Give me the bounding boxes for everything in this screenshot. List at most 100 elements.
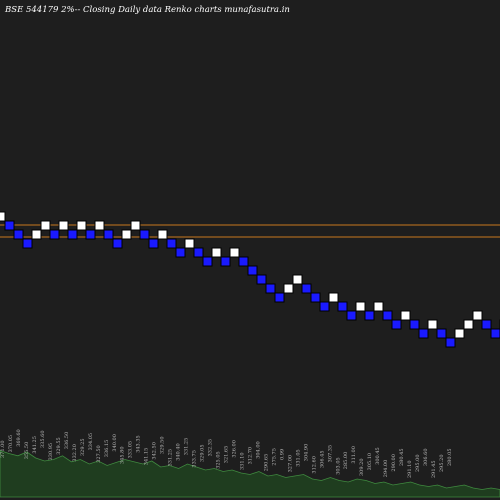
chart-title: BSE 544179 2%-- Closing Daily data Renko… (4, 5, 290, 15)
renko-brick-up (292, 274, 303, 285)
renko-brick-down (13, 229, 24, 240)
price-label: 355.50 (24, 442, 30, 460)
price-label: 309.20 (359, 459, 365, 477)
price-label: 295.20 (439, 455, 445, 473)
price-label: 332.35 (208, 439, 214, 457)
renko-brick-up (454, 328, 465, 339)
price-label: 370.05 (8, 435, 14, 453)
renko-brick-down (112, 238, 123, 249)
price-label: 342.50 (152, 442, 158, 460)
renko-brick-down (346, 310, 357, 321)
renko-brick-up (355, 301, 366, 312)
price-label: 325.05 (216, 451, 222, 469)
renko-brick-down (148, 238, 159, 249)
price-label: 300.45 (375, 447, 381, 465)
renko-brick-down (391, 319, 402, 330)
renko-brick-up (373, 301, 384, 312)
renko-brick-down (247, 265, 258, 276)
price-label: 330.95 (48, 443, 54, 461)
price-label: 329.50 (160, 437, 166, 455)
renko-brick-down (445, 337, 456, 348)
price-label: 334.05 (88, 433, 94, 451)
renko-brick-up (0, 211, 6, 222)
renko-brick-up (130, 220, 141, 231)
volume-series (0, 450, 500, 498)
price-label: 285.00 (343, 452, 349, 470)
volume-area (0, 450, 500, 498)
renko-brick-down (364, 310, 375, 321)
renko-brick-up (229, 247, 240, 258)
renko-brick-up (121, 229, 132, 240)
price-label: 280.45 (399, 449, 405, 467)
renko-brick-down (166, 238, 177, 249)
price-label: 304.00 (255, 441, 261, 459)
price-label: 335.60 (40, 431, 46, 449)
renko-brick-down (175, 247, 186, 258)
price-label: 326.00 (232, 440, 238, 458)
renko-brick-down (193, 247, 204, 258)
price-label: 306.45 (319, 451, 325, 469)
renko-brick-down (418, 328, 429, 339)
renko-brick-down (310, 292, 321, 303)
price-label: 336.50 (64, 432, 70, 450)
price-label: 341.15 (144, 448, 150, 466)
price-label: 305.10 (367, 453, 373, 471)
renko-brick-down (256, 274, 267, 285)
renko-brick-up (400, 310, 411, 321)
price-label: 312.70 (248, 447, 254, 465)
price-label: 295.00 (415, 455, 421, 473)
renko-brick-up (157, 229, 168, 240)
price-label: 333.05 (128, 441, 134, 459)
renko-brick-down (382, 310, 393, 321)
price-label: 329.05 (200, 445, 206, 463)
price-label: 369.60 (16, 429, 22, 447)
renko-brick-down (436, 328, 447, 339)
price-label: 290.00 (391, 454, 397, 472)
price-label: 290.65 (263, 454, 269, 472)
price-label: 336.15 (104, 440, 110, 458)
renko-brick-up (328, 292, 339, 303)
price-label: 341.25 (32, 436, 38, 454)
price-label: 329.55 (56, 437, 62, 455)
price-label: 340.40 (176, 443, 182, 461)
renko-brick-up (40, 220, 51, 231)
renko-brick-down (409, 319, 420, 330)
price-label: 303.05 (335, 457, 341, 475)
renko-brick-down (274, 292, 285, 303)
renko-brick-up (58, 220, 69, 231)
price-label: 332.20 (72, 444, 78, 462)
renko-brick-down (265, 283, 276, 294)
renko-brick-up (463, 319, 474, 330)
renko-brick-up (184, 238, 195, 249)
renko-brick-down (220, 256, 231, 267)
price-label: 321.65 (224, 446, 230, 464)
renko-brick-up (94, 220, 105, 231)
price-label: 343.35 (136, 435, 142, 453)
price-label: 291.10 (407, 461, 413, 479)
price-label: 280.05 (447, 449, 453, 467)
price-label: 327.00 (287, 455, 293, 473)
renko-brick-down (139, 229, 150, 240)
price-label: 304.90 (303, 444, 309, 462)
renko-brick-down (49, 229, 60, 240)
price-label: 311.00 (351, 446, 357, 464)
price-label: 333.75 (192, 450, 198, 468)
price-label: 306.60 (423, 449, 429, 467)
renko-brick-down (67, 229, 78, 240)
renko-brick-up (472, 310, 483, 321)
renko-brick-up (283, 283, 294, 294)
renko-brick-down (319, 301, 330, 312)
renko-brick-down (301, 283, 312, 294)
price-label: 294.00 (383, 460, 389, 478)
renko-brick-down (481, 319, 492, 330)
renko-brick-down (337, 301, 348, 312)
price-label: 331.05 (295, 449, 301, 467)
price-label: 307.35 (327, 445, 333, 463)
price-label: 0.99 (279, 449, 285, 460)
renko-brick-up (76, 220, 87, 231)
renko-brick-up (31, 229, 42, 240)
